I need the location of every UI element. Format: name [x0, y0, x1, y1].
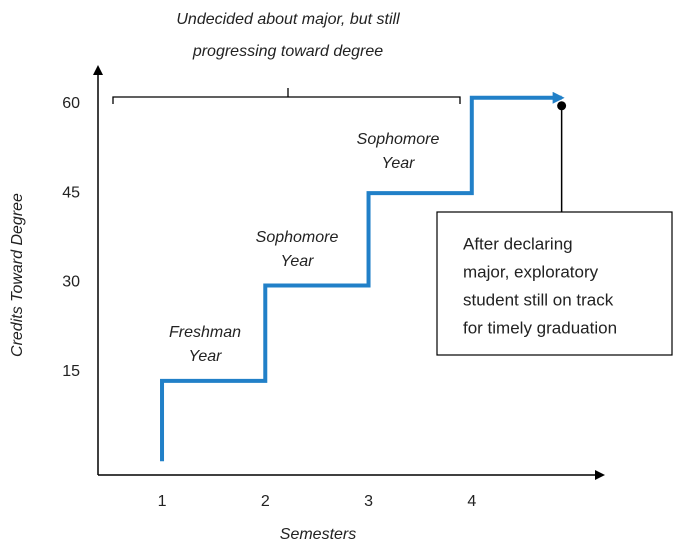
y-axis-label: Credits Toward Degree [9, 193, 26, 357]
step-annotation: Year [382, 155, 416, 172]
x-tick-label: 3 [364, 493, 373, 510]
step-annotation: Sophomore [357, 131, 440, 148]
step-annotation: Freshman [169, 324, 241, 341]
bracket [112, 88, 461, 104]
y-tick-label: 60 [62, 95, 80, 112]
end-dot [557, 101, 567, 111]
step-annotation: Year [281, 253, 315, 270]
step-annotation: Sophomore [256, 229, 339, 246]
callout-box [436, 211, 673, 356]
chart-title: Undecided about major, but still [176, 11, 400, 28]
x-tick-label: 1 [158, 493, 167, 510]
y-tick-label: 30 [62, 274, 80, 291]
y-tick-label: 15 [62, 363, 80, 380]
callout-text: major, exploratory [463, 262, 599, 281]
step-line [160, 91, 565, 462]
x-tick-label: 2 [261, 493, 270, 510]
callout-text: student still on track [463, 290, 614, 309]
x-tick-label: 4 [467, 493, 476, 510]
callout-text: for timely graduation [463, 318, 617, 337]
step-annotation: Year [189, 348, 223, 365]
y-tick-label: 45 [62, 184, 80, 201]
chart-title: progressing toward degree [192, 43, 383, 60]
callout-text: After declaring [463, 234, 573, 253]
x-axis-label: Semesters [280, 526, 356, 543]
